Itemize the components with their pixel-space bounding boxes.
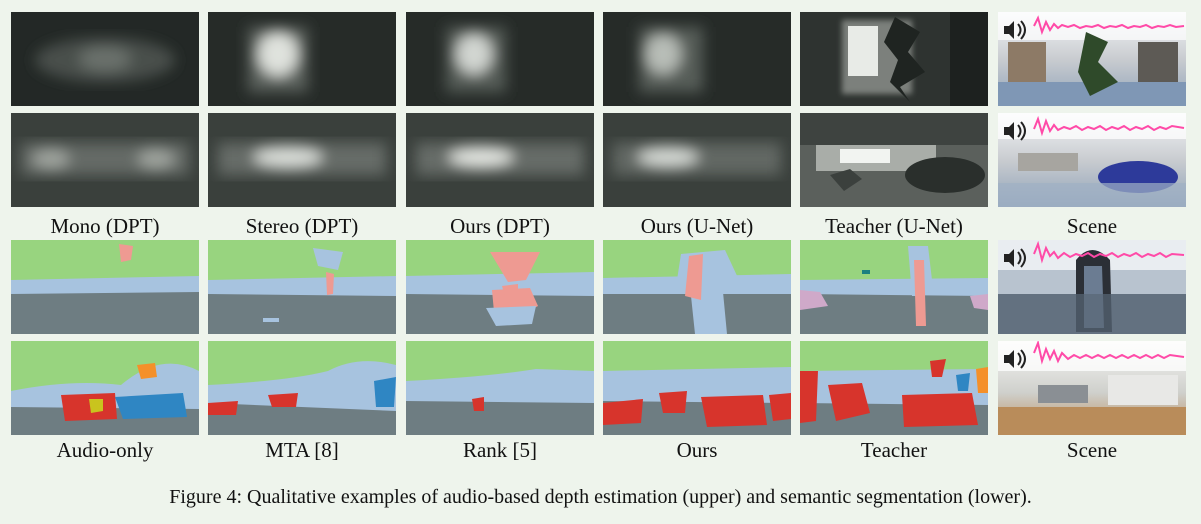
seg-row1-audio-only: [11, 240, 199, 334]
label-audio-only: Audio-only: [56, 438, 154, 462]
label-rank: Rank [5]: [462, 438, 538, 462]
scene-row3: [998, 240, 1186, 334]
seg-row1-ours: [603, 240, 791, 334]
depth-row2-ours-unet: [603, 113, 791, 207]
scene-row1: [998, 12, 1186, 106]
speaker-icon: [1004, 248, 1026, 268]
scene-row2: [998, 113, 1186, 207]
seg-row2-mta: [208, 341, 396, 435]
seg-row2-teacher: [800, 341, 988, 435]
depth-row1-stereo: [208, 12, 396, 106]
depth-row2-stereo: [208, 113, 396, 207]
label-teacher: Teacher: [860, 438, 928, 462]
figure-grid: Mono (DPT) Stereo (DPT) Ours (DPT) Ours …: [11, 12, 1186, 462]
label-scene-seg: Scene: [1066, 438, 1118, 462]
speaker-icon: [1004, 349, 1026, 369]
label-ours-unet: Ours (U-Net): [640, 214, 754, 238]
depth-row1-ours-unet: [603, 12, 791, 106]
depth-row2-ours-dpt: [406, 113, 594, 207]
depth-row2-teacher: [800, 113, 988, 207]
figure-caption: Figure 4: Qualitative examples of audio-…: [169, 486, 1032, 508]
seg-row2-ours: [603, 341, 791, 435]
depth-row1-ours-dpt: [406, 12, 594, 106]
seg-row2-audio-only: [11, 341, 199, 435]
seg-row1-rank: [406, 240, 594, 334]
seg-row1-teacher: [800, 240, 988, 334]
label-stereo-dpt: Stereo (DPT): [245, 214, 359, 238]
speaker-icon: [1004, 20, 1026, 40]
label-ours-dpt: Ours (DPT): [450, 214, 550, 238]
label-scene-depth: Scene: [1066, 214, 1118, 238]
depth-row1-teacher: [800, 12, 988, 106]
label-teacher-unet: Teacher (U-Net): [825, 214, 963, 238]
label-mta: MTA [8]: [265, 438, 339, 462]
depth-row2-mono: [11, 113, 199, 207]
label-mono-dpt: Mono (DPT): [50, 214, 160, 238]
label-ours: Ours: [676, 438, 718, 462]
depth-row1-mono: [11, 12, 199, 106]
seg-row2-rank: [406, 341, 594, 435]
seg-row1-mta: [208, 240, 396, 334]
speaker-icon: [1004, 121, 1026, 141]
scene-row4: [998, 341, 1186, 435]
